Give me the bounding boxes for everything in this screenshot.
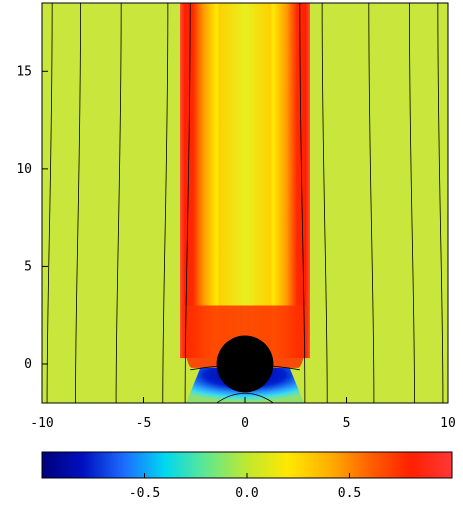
obstacle-circle <box>216 335 274 393</box>
y-tick-label: 5 <box>24 259 32 274</box>
contour-line-9 <box>409 3 415 403</box>
contour-line-wake <box>216 392 274 403</box>
heatmap-plot-area <box>42 3 448 403</box>
contour-line-7 <box>321 3 328 403</box>
y-tick-label: 10 <box>16 162 32 177</box>
y-tick-label: 0 <box>24 357 32 372</box>
contour-layer <box>46 3 444 403</box>
contour-line-8 <box>368 3 375 403</box>
colorbar-ticks: -0.5 0.0 0.5 <box>129 473 361 501</box>
axes-ticks: -10 -5 0 5 10 0 5 10 15 <box>16 64 455 431</box>
x-tick-label: 10 <box>440 416 456 431</box>
contour-line-1 <box>46 3 53 403</box>
wake-center <box>218 3 272 359</box>
contour-line-10 <box>437 3 444 403</box>
contour-line-3 <box>115 3 122 403</box>
colorbar-tick-label: 0.5 <box>338 486 361 501</box>
contour-line-6 <box>299 3 306 403</box>
x-tick-label: 5 <box>343 416 351 431</box>
contour-line-2 <box>75 3 81 403</box>
y-tick-label: 15 <box>16 64 32 79</box>
x-tick-label: -10 <box>30 416 53 431</box>
x-tick-label: -5 <box>136 416 152 431</box>
contour-line-4 <box>162 3 169 403</box>
x-tick-label: 0 <box>241 416 249 431</box>
contour-line-5 <box>184 3 191 403</box>
colorbar-tick-label: 0.0 <box>235 486 258 501</box>
colorbar-tick-label: -0.5 <box>129 486 160 501</box>
